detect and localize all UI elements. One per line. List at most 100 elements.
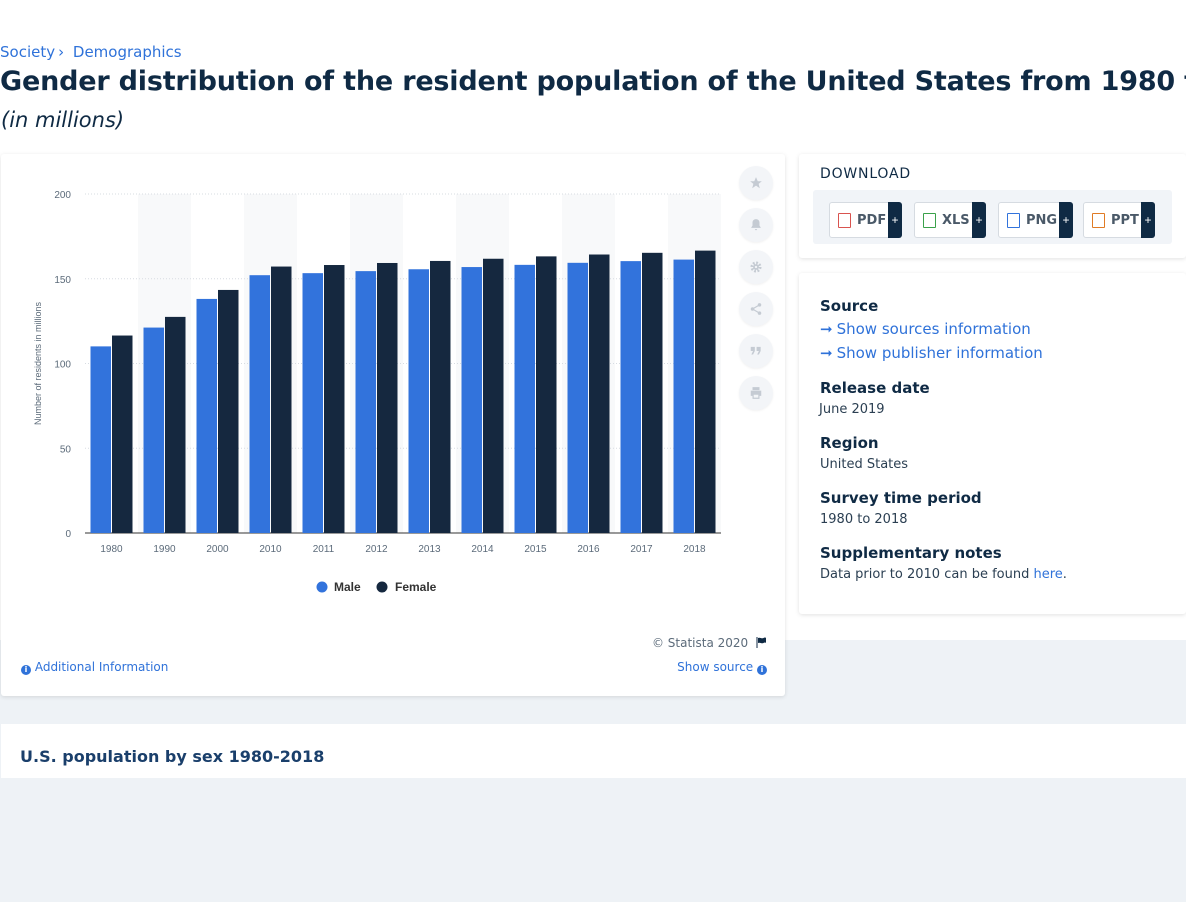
statistic-details-panel: Source ➞ Show sources information ➞ Show p…	[799, 273, 1186, 614]
download-png-plus[interactable]: +	[1059, 202, 1073, 238]
png-file-icon	[1007, 212, 1020, 228]
download-xls-label: XLS	[942, 212, 970, 228]
additional-information-link[interactable]: i Additional Information	[21, 660, 168, 675]
statista-copyright: © Statista 2020	[652, 636, 767, 650]
related-statistic-title[interactable]: U.S. population by sex 1980-2018	[20, 747, 325, 766]
breadcrumb-separator: ›	[58, 43, 65, 61]
show-sources-link[interactable]: ➞ Show sources information	[820, 320, 1031, 338]
y-tick-label: 0	[65, 529, 71, 540]
x-tick-label: 2016	[577, 544, 600, 555]
survey-period-heading: Survey time period	[820, 489, 982, 507]
bar-female	[165, 316, 186, 533]
download-png-label: PNG	[1026, 212, 1058, 228]
x-tick-label: 2015	[524, 544, 547, 555]
favorite-star-icon[interactable]	[739, 166, 773, 200]
download-panel: DOWNLOAD PDF + XLS + PNG + PPT +	[799, 154, 1186, 258]
share-icon[interactable]	[739, 292, 773, 326]
supplementary-notes-period: .	[1062, 567, 1067, 582]
page-title: Gender distribution of the resident popu…	[0, 66, 1186, 97]
bar-female	[483, 258, 504, 533]
arrow-right-icon: ➞	[820, 344, 833, 362]
show-source-link[interactable]: Show source i	[677, 660, 767, 675]
additional-information-label: Additional Information	[34, 660, 169, 674]
x-tick-label: 2010	[259, 544, 282, 555]
show-publisher-link[interactable]: ➞ Show publisher information	[820, 344, 1043, 362]
region-heading: Region	[820, 434, 879, 452]
show-source-label: Show source	[677, 660, 754, 674]
release-date-value: June 2019	[819, 402, 885, 417]
bar-male	[567, 262, 588, 533]
x-tick-label: 2000	[206, 544, 229, 555]
download-xls-plus[interactable]: +	[972, 202, 986, 238]
legend-male-label: Male	[334, 580, 361, 594]
y-tick-label: 50	[60, 444, 72, 455]
citation-quote-icon[interactable]	[739, 334, 773, 368]
arrow-right-icon: ➞	[820, 320, 833, 338]
supplementary-notes-here-link[interactable]: here	[1033, 567, 1063, 582]
show-publisher-label: Show publisher information	[836, 344, 1043, 362]
download-buttons: PDF + XLS + PNG + PPT +	[813, 190, 1172, 244]
download-png-button[interactable]: PNG +	[998, 202, 1073, 238]
bar-female	[112, 335, 133, 533]
download-ppt-button[interactable]: PPT +	[1083, 202, 1155, 238]
bar-male	[302, 273, 323, 533]
x-tick-label: 1980	[100, 544, 123, 555]
region-value: United States	[820, 457, 909, 472]
supplementary-notes-text: Data prior to 2010 can be found	[820, 567, 1030, 582]
info-icon: i	[21, 665, 31, 675]
flag-icon[interactable]	[755, 637, 767, 648]
x-tick-label: 2013	[418, 544, 441, 555]
bar-male	[673, 259, 694, 533]
print-icon[interactable]	[739, 376, 773, 410]
ppt-file-icon	[1092, 212, 1105, 228]
bar-female	[377, 262, 398, 533]
x-tick-label: 2014	[471, 544, 494, 555]
bar-male	[461, 267, 482, 533]
pdf-file-icon	[838, 212, 851, 228]
bar-male	[249, 275, 270, 533]
x-tick-label: 2017	[630, 544, 653, 555]
bar-female	[324, 265, 345, 533]
download-pdf-button[interactable]: PDF +	[829, 202, 902, 238]
page-subtitle: (in millions)	[1, 108, 125, 132]
bar-female	[430, 260, 451, 533]
breadcrumb: Society › Demographics	[0, 43, 182, 61]
y-tick-label: 100	[54, 360, 71, 371]
y-tick-label: 200	[54, 190, 71, 201]
bar-female	[695, 250, 716, 533]
download-xls-button[interactable]: XLS +	[914, 202, 986, 238]
bar-female	[536, 256, 557, 533]
y-tick-label: 150	[54, 275, 71, 286]
settings-gear-icon[interactable]	[739, 250, 773, 284]
bar-female	[589, 254, 610, 533]
download-ppt-plus[interactable]: +	[1141, 202, 1155, 238]
legend-female-marker	[376, 581, 388, 593]
bar-female	[271, 266, 292, 533]
chart-toolbar	[739, 166, 773, 418]
bar-male	[90, 346, 111, 533]
bar-female	[642, 252, 663, 533]
legend-female-label: Female	[395, 580, 437, 594]
download-pdf-label: PDF	[857, 212, 887, 228]
breadcrumb-society[interactable]: Society	[0, 43, 56, 61]
legend-male-marker	[316, 581, 328, 593]
bar-male	[143, 327, 164, 533]
notification-bell-icon[interactable]	[739, 208, 773, 242]
x-tick-label: 2011	[313, 544, 335, 555]
bar-male	[355, 271, 376, 533]
copyright-text: © Statista 2020	[651, 636, 749, 650]
download-pdf-plus[interactable]: +	[888, 202, 902, 238]
survey-period-value: 1980 to 2018	[820, 512, 908, 527]
release-date-heading: Release date	[820, 379, 930, 397]
supplementary-notes-heading: Supplementary notes	[820, 544, 1002, 562]
breadcrumb-demographics[interactable]: Demographics	[72, 43, 182, 61]
chart-card: 0 50 100 150 200 1980 1990 2000 2010 2011 2012 2013…	[1, 154, 785, 696]
bar-male	[514, 264, 535, 533]
bar-male	[408, 269, 429, 533]
show-sources-label: Show sources information	[836, 320, 1031, 338]
xls-file-icon	[923, 212, 936, 228]
source-heading: Source	[820, 297, 879, 315]
download-ppt-label: PPT	[1111, 212, 1139, 228]
x-tick-label: 2018	[683, 544, 706, 555]
info-icon: i	[757, 665, 767, 675]
